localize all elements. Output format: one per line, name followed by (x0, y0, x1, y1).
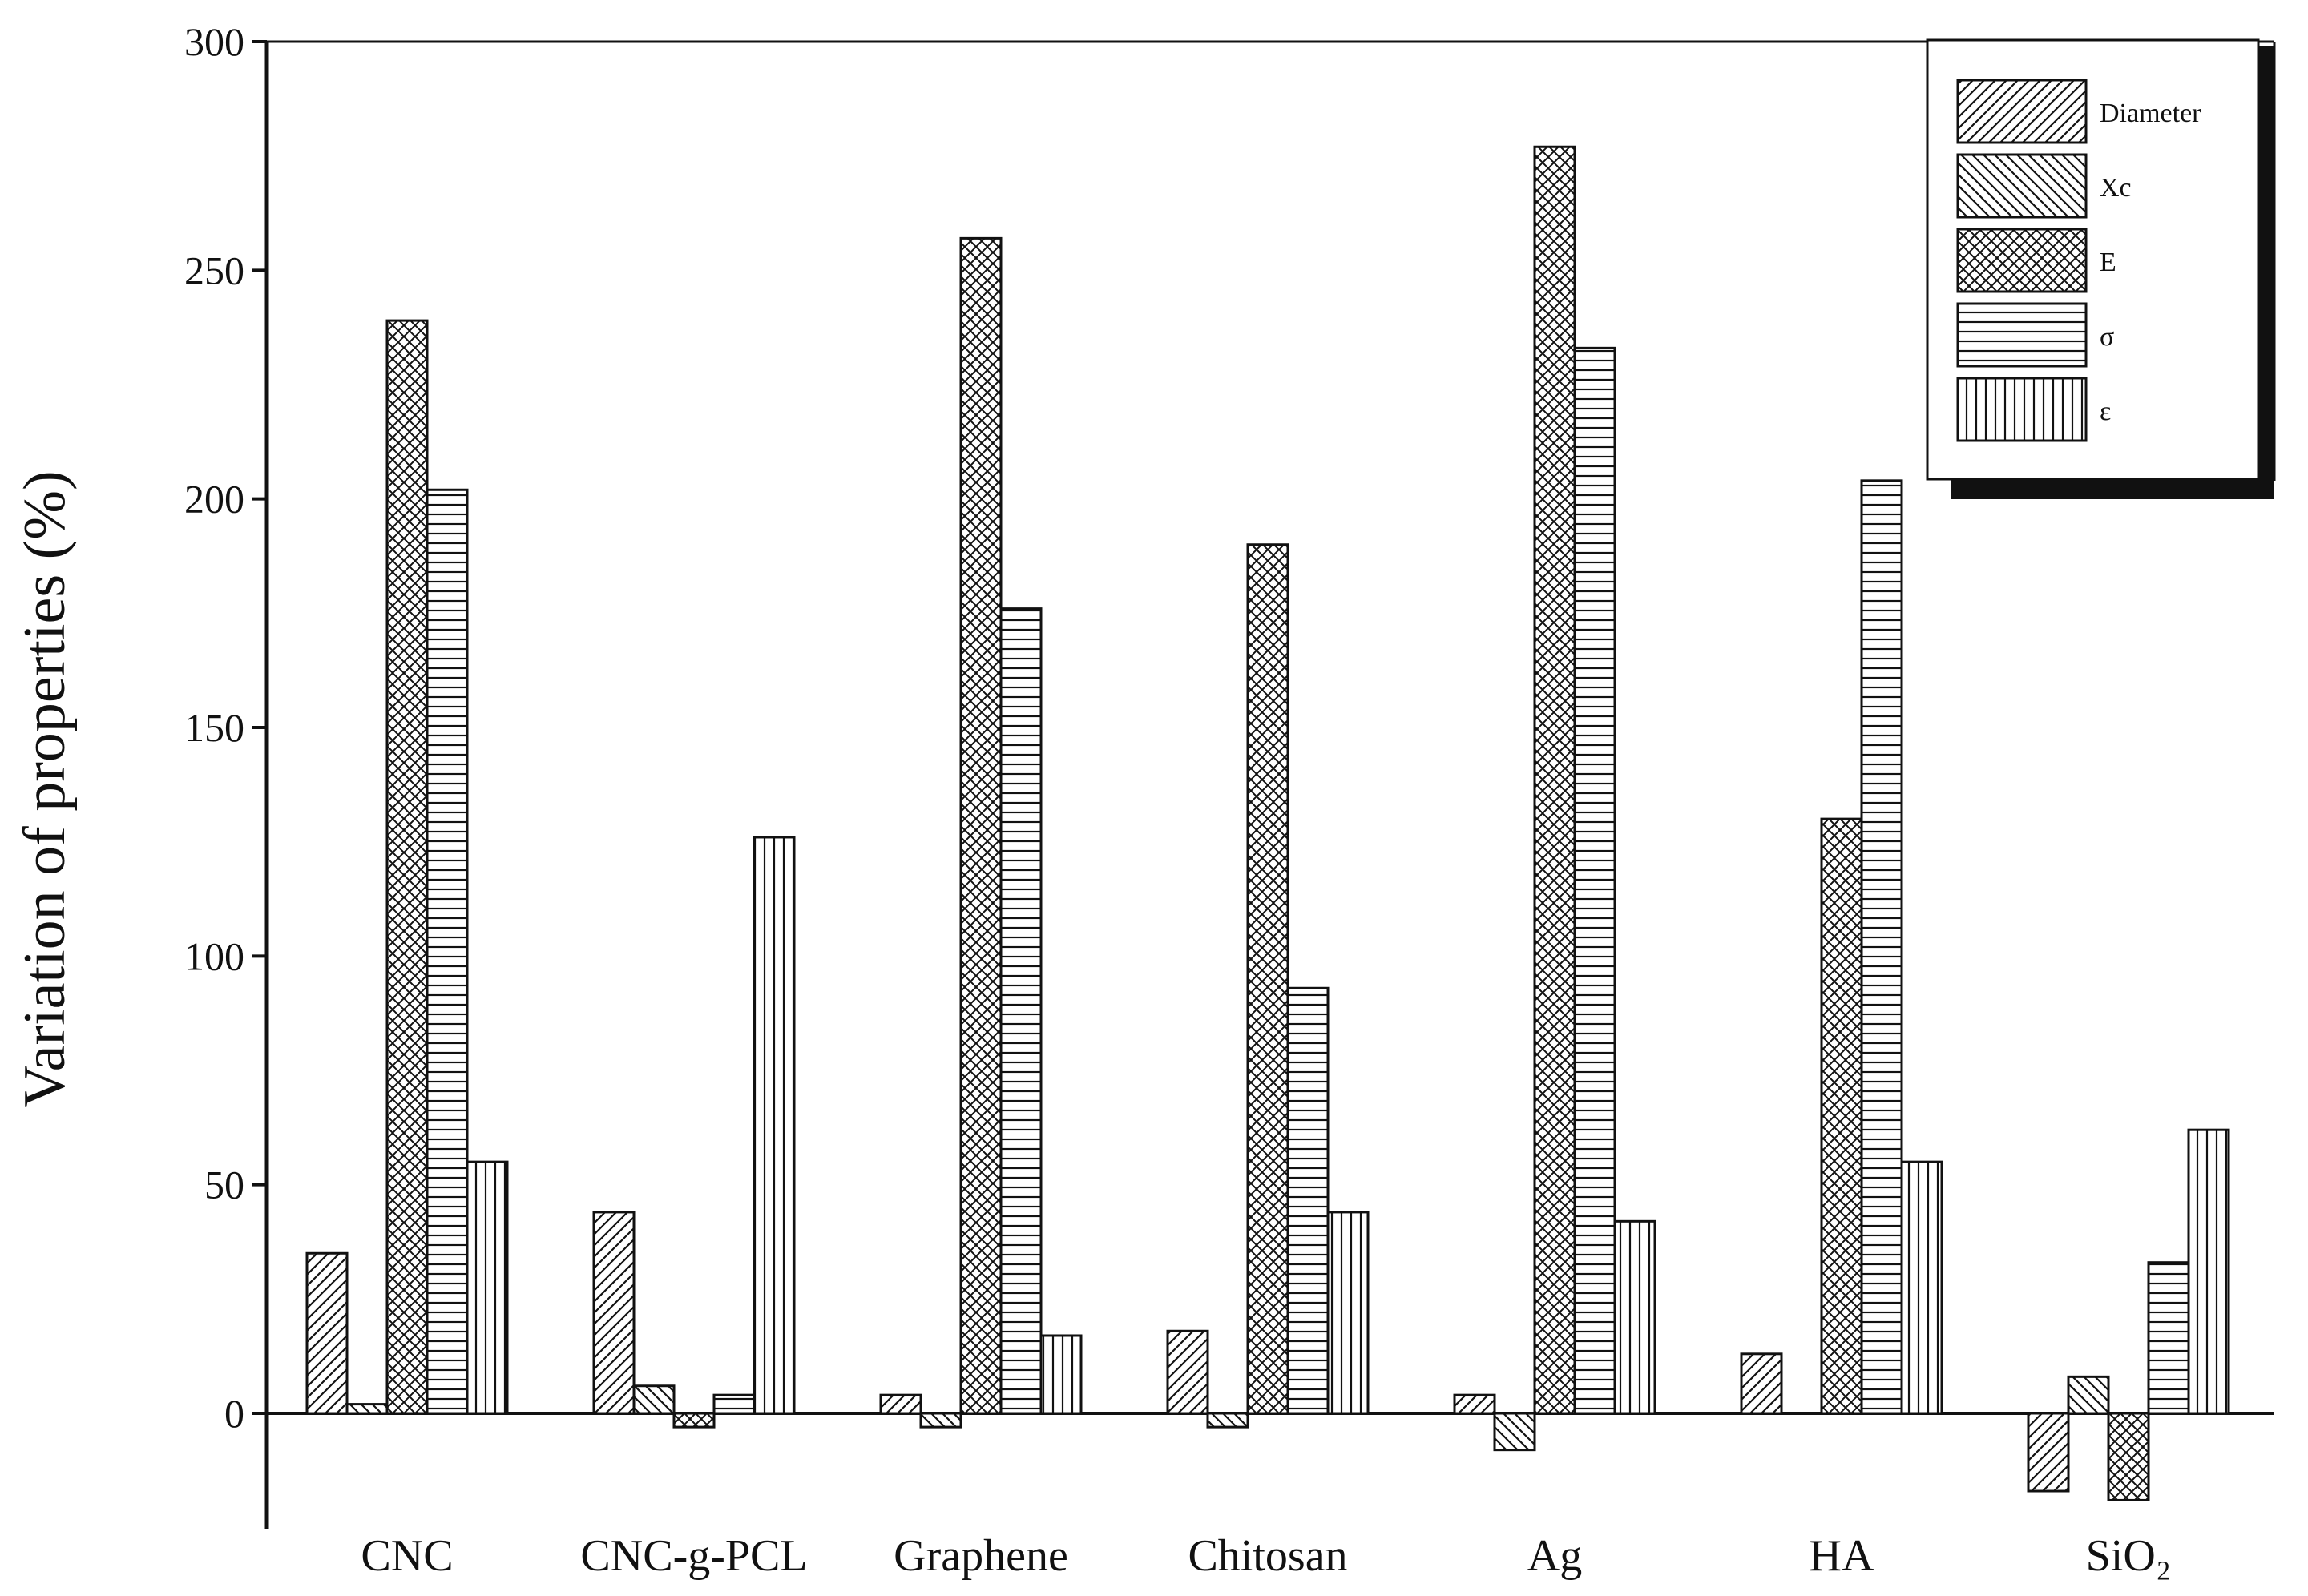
bar-ε-Graphene (1039, 1334, 1083, 1415)
x-tick-label: CNC-g-PCL (580, 1531, 807, 1581)
x-tick-label: SiO₂ (2086, 1531, 2172, 1581)
legend-swatch (1956, 228, 2088, 293)
bar-Diameter-Chitosan (1166, 1329, 1209, 1415)
bar-ε-CNC-g-PCL (753, 836, 796, 1415)
legend-label: ε (2100, 397, 2111, 426)
legend-label: E (2100, 248, 2116, 277)
bar-Diameter-Graphene (879, 1393, 922, 1415)
y-tick-label: 150 (184, 705, 244, 750)
y-tick-label: 300 (184, 19, 244, 64)
bar-Xc-CNC (345, 1403, 389, 1415)
y-tick-label: 100 (184, 933, 244, 978)
bars (305, 145, 2230, 1501)
y-tick-label: 50 (204, 1163, 244, 1207)
bar-ε-HA (1900, 1160, 1943, 1415)
bar-E-CNC (385, 319, 429, 1415)
bar-E-Chitosan (1246, 543, 1289, 1415)
bar-σ-Chitosan (1286, 986, 1330, 1415)
bar-Xc-Ag (1493, 1412, 1536, 1452)
bar-Diameter-CNC-g-PCL (592, 1211, 636, 1415)
x-tick-label: HA (1810, 1531, 1874, 1581)
legend-label: σ (2100, 322, 2114, 352)
bar-σ-SiO₂ (2147, 1261, 2190, 1415)
x-tick-label: Chitosan (1188, 1531, 1347, 1581)
bar-E-SiO₂ (2107, 1412, 2150, 1501)
y-tick-label: 0 (224, 1391, 244, 1436)
legend-label: Diameter (2100, 99, 2201, 128)
legend-swatch (1956, 79, 2088, 144)
bar-Diameter-HA (1740, 1352, 1783, 1415)
bar-σ-HA (1860, 479, 1903, 1415)
bar-ε-Chitosan (1326, 1211, 1370, 1415)
y-tick-label: 200 (184, 477, 244, 522)
x-ticks: CNC CNC-g-PCL Graphene Chitosan Ag HA SiO₂ (361, 1531, 2171, 1581)
y-tick-label: 250 (184, 248, 244, 292)
bar-Diameter-Ag (1453, 1393, 1496, 1415)
bar-Diameter-CNC (305, 1251, 349, 1415)
bar-E-CNC-g-PCL (672, 1412, 716, 1429)
bar-E-HA (1820, 817, 1863, 1415)
bar-σ-CNC (426, 488, 469, 1415)
bar-ε-CNC (466, 1160, 509, 1415)
bar-ε-SiO₂ (2187, 1128, 2230, 1415)
x-tick-label: Ag (1527, 1531, 1582, 1581)
x-tick-label: Graphene (894, 1531, 1068, 1581)
x-tick-label: CNC (361, 1531, 453, 1581)
legend-label: Xc (2100, 173, 2132, 203)
bar-σ-CNC-g-PCL (712, 1393, 756, 1415)
y-axis-label: Variation of properties (%) (12, 470, 78, 1107)
bar-Xc-Graphene (919, 1412, 962, 1429)
bar-σ-Ag (1573, 346, 1616, 1415)
bar-Xc-SiO₂ (2067, 1375, 2110, 1415)
bar-Xc-Chitosan (1206, 1412, 1249, 1429)
legend: Diameter Xc Eσ ε (1926, 38, 2274, 499)
legend-swatch (1956, 302, 2088, 368)
bar-Xc-CNC-g-PCL (632, 1384, 676, 1415)
bar-Diameter-SiO₂ (2027, 1412, 2070, 1493)
legend-swatch (1956, 377, 2088, 442)
bar-E-Graphene (959, 236, 1003, 1415)
bar-E-Ag (1533, 145, 1576, 1415)
bar-σ-Graphene (999, 607, 1043, 1415)
bar-ε-Ag (1613, 1219, 1656, 1415)
y-ticks: 0 50 100 150 200 250 300 (184, 19, 267, 1436)
legend-swatch (1956, 153, 2088, 219)
